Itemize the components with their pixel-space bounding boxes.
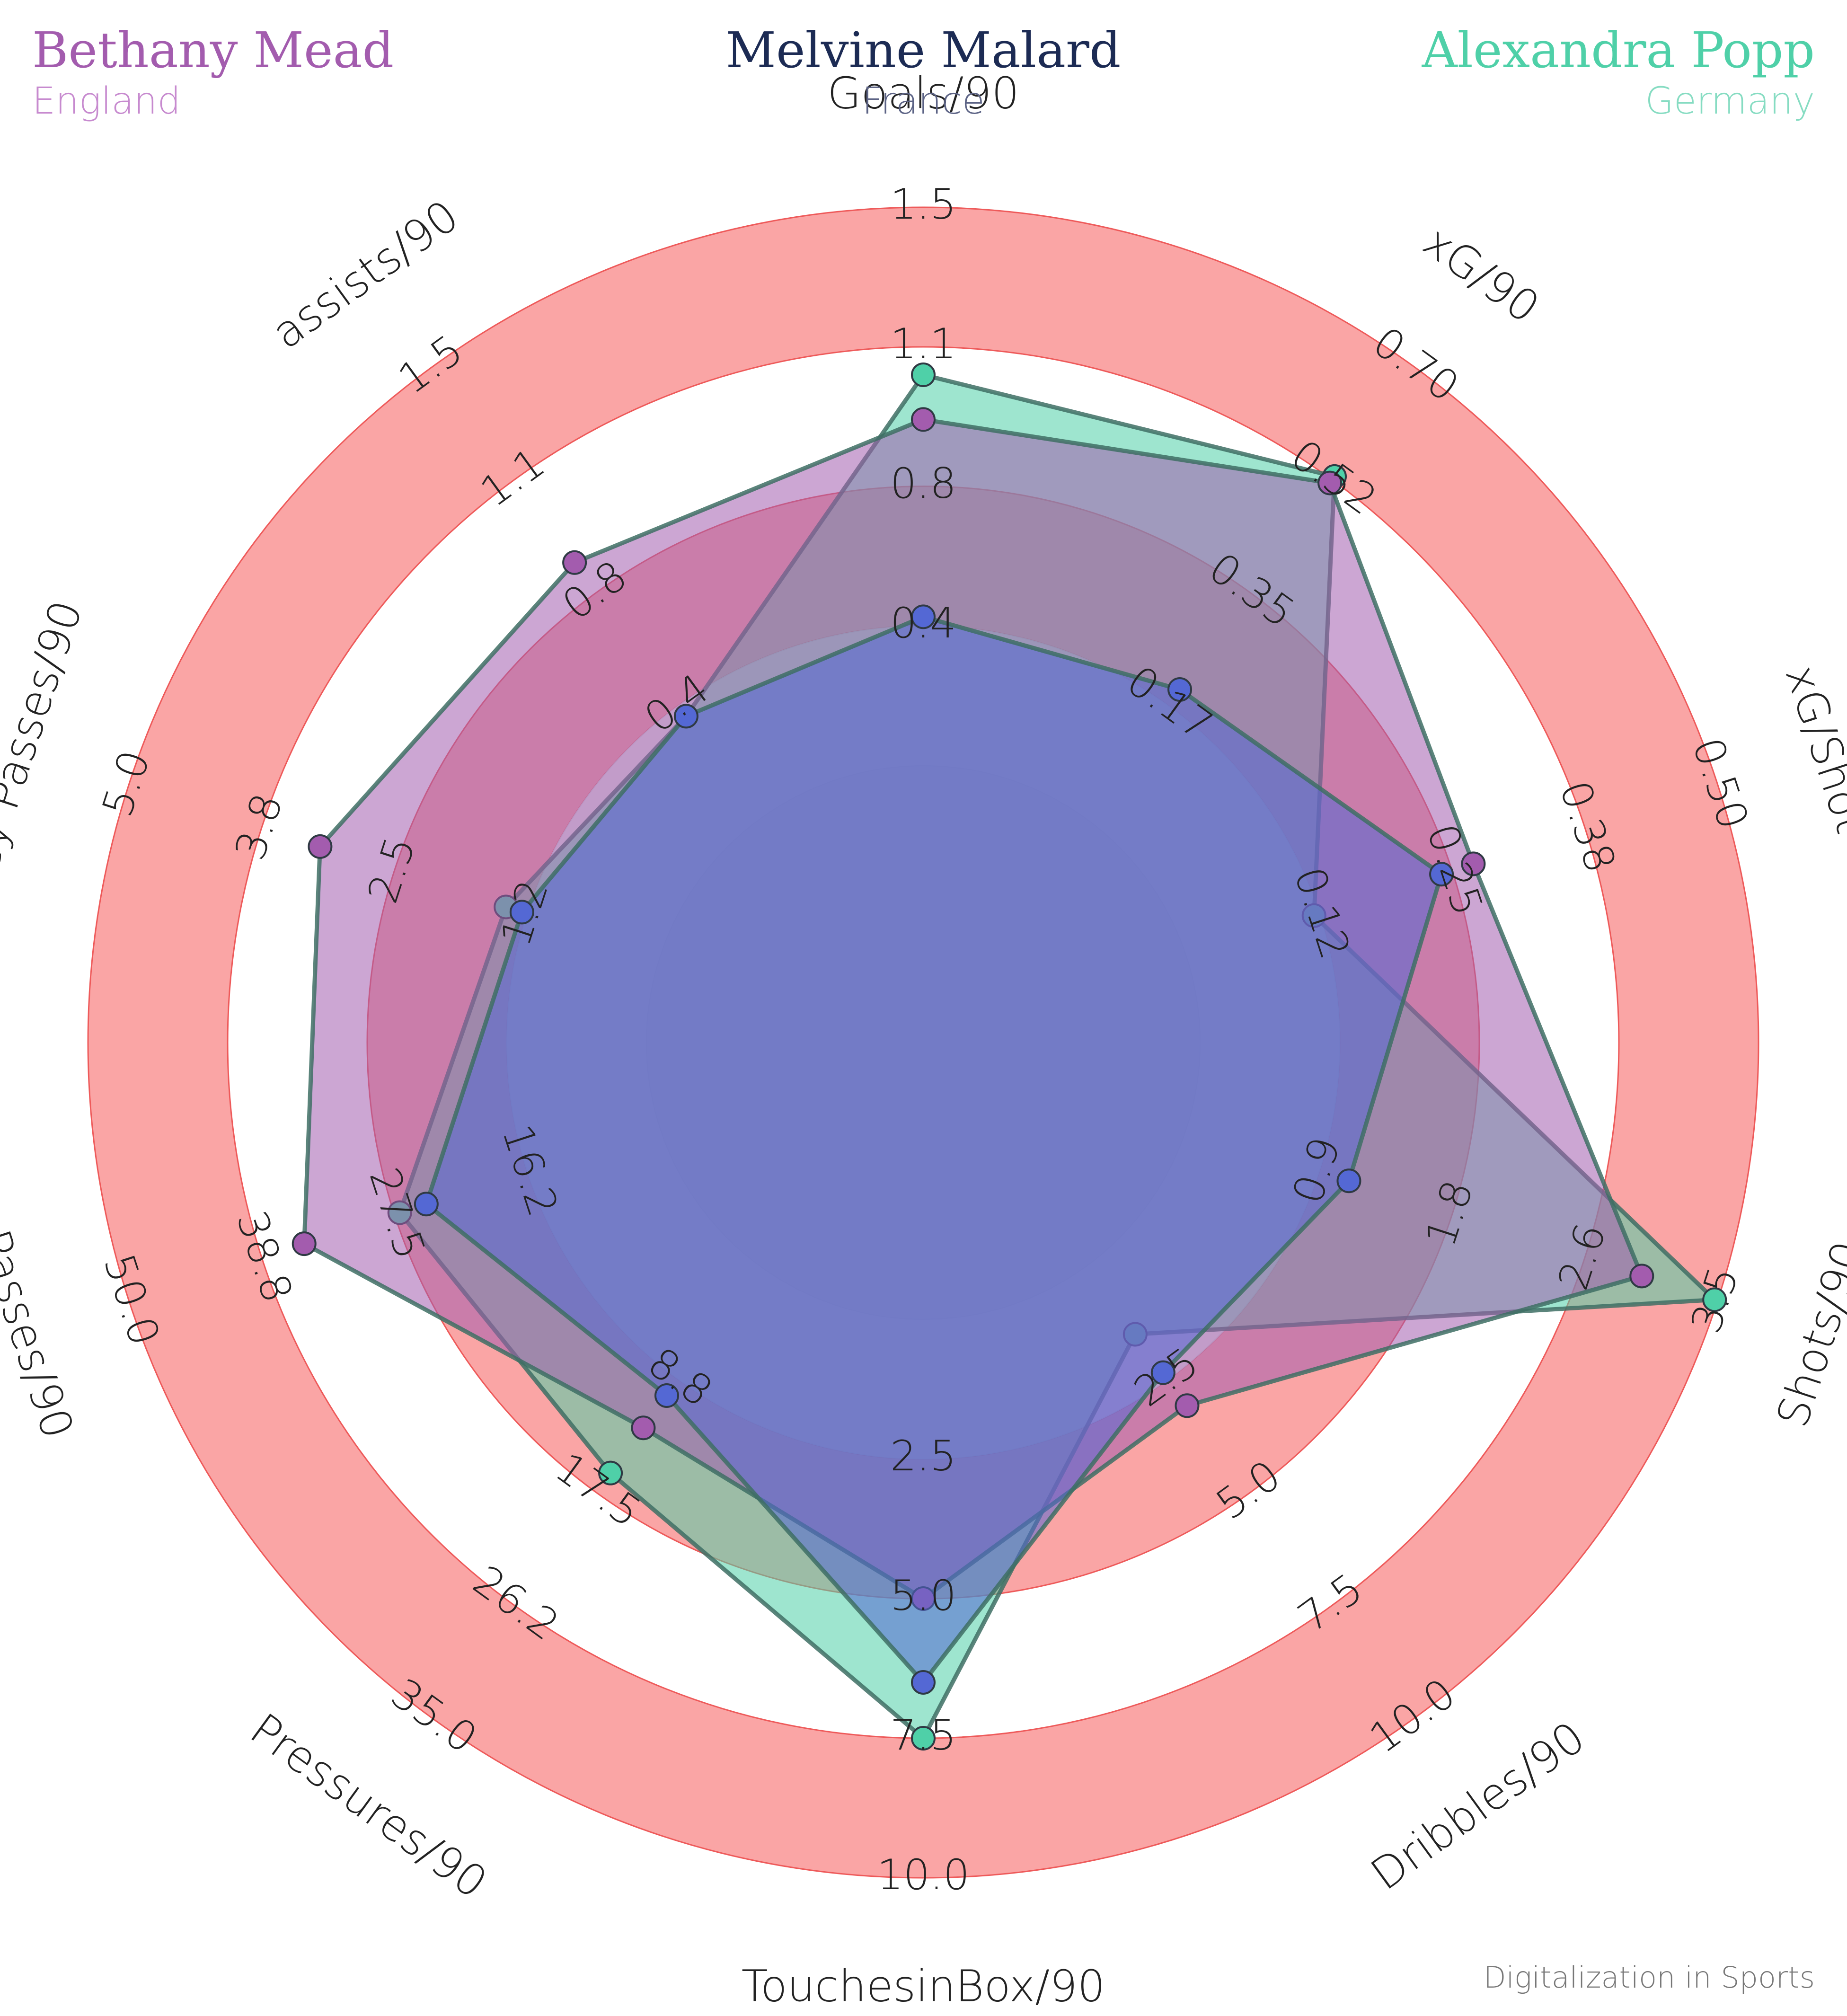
player-right-country: Germany [1645,80,1815,123]
data-point [1702,1287,1727,1312]
data-point [911,1726,936,1751]
tick-label: 0.8 [890,459,956,508]
axis-label: Key Passes/90 [0,594,92,903]
axis-label: Shots/90 [1767,1235,1847,1433]
data-point [1167,677,1193,702]
data-point [292,1231,317,1256]
tick-label: 1.5 [890,180,956,229]
player-left-country: England [32,80,181,123]
axis-label: xG/Shot [1775,659,1847,840]
data-point [1336,1168,1361,1194]
radar-series [292,363,1727,1751]
data-point [631,1415,656,1441]
player-center-name: Melvine Malard [726,21,1121,79]
tick-label: 5.0 [890,1571,956,1620]
tick-label: 2.5 [890,1432,956,1480]
data-point [414,1192,439,1217]
player-center-country: France [862,80,984,123]
data-point [1317,470,1343,495]
data-point [911,1670,936,1695]
data-point [911,407,936,432]
player-right-name: Alexandra Popp [1422,21,1815,79]
axis-label: TouchesinBox/90 [742,1961,1105,2012]
tick-label: 1.1 [890,319,956,368]
tick-label: 10.0 [877,1850,970,1899]
data-point [1150,1360,1175,1385]
series-melvine-malard [414,604,1454,1695]
axis-label: Passes/90 [0,1224,83,1445]
data-point [911,363,936,387]
data-point [654,1383,679,1408]
data-point [1429,862,1454,887]
data-point [598,1460,623,1485]
data-point [562,550,587,575]
data-point [911,604,936,629]
tick-label: 0.4 [890,599,956,647]
data-point [1461,851,1486,876]
ring-outer [87,206,1759,1879]
footer-credit: Digitalization in Sports [1484,1960,1815,1995]
data-point [1629,1264,1654,1289]
player-left-name: Bethany Mead [32,21,394,79]
data-point [673,704,698,729]
axis-label: Goals/90 [827,68,1019,119]
axis-label: xG/90 [1414,216,1548,333]
data-point [308,834,333,859]
data-point [509,900,534,925]
data-point [1175,1393,1200,1418]
tick-label: 7.5 [890,1711,956,1760]
